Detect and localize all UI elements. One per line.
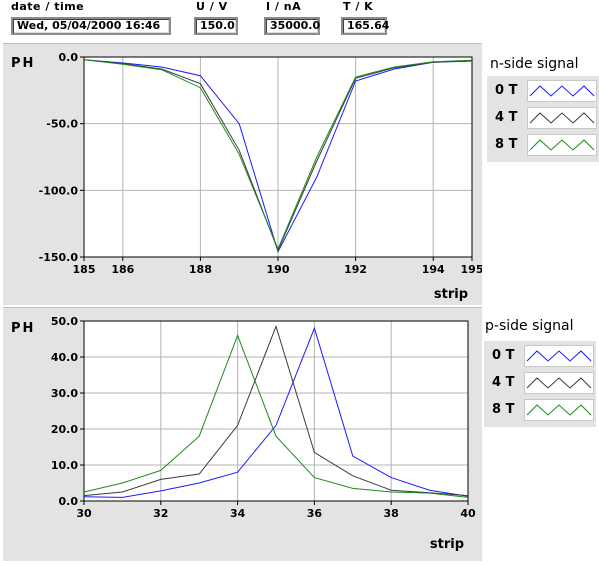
- y-tick-label: 0.0: [59, 51, 79, 64]
- x-axis-title: strip: [434, 287, 468, 302]
- voltage-label: U / V: [196, 0, 228, 13]
- datetime-field[interactable]: Wed, 05/04/2000 16:46: [11, 17, 171, 35]
- current-field[interactable]: 35000.0: [264, 17, 320, 35]
- x-tick-label: 38: [384, 507, 399, 520]
- legend-item-8t: 8 T: [484, 397, 596, 423]
- y-axis-title: PH: [11, 56, 35, 71]
- p-side-plot-panel: 0.0 10.0 20.0 30.0 40.0 50.0 30 32 34 36 38 40 PH str…: [3, 307, 482, 561]
- plot-area: [84, 321, 468, 501]
- legend-swatch-4t: [524, 372, 594, 394]
- p-side-chart: 0.0 10.0 20.0 30.0 40.0 50.0 30 32 34 36 38 40 PH str…: [11, 315, 476, 552]
- x-tick-label: 192: [344, 263, 367, 276]
- x-tick-label: 190: [267, 263, 290, 276]
- x-tick-label: 36: [307, 507, 323, 520]
- y-tick-label: 40.0: [51, 351, 78, 364]
- legend-swatch-4t: [527, 107, 597, 129]
- legend-label: 8 T: [495, 137, 518, 152]
- datetime-label: date / time: [11, 0, 85, 13]
- x-tick-label: 40: [460, 507, 476, 520]
- legend-item-8t: 8 T: [487, 132, 599, 158]
- series-line-8t: [83, 59, 473, 251]
- series-line-8t: [83, 333, 469, 498]
- n-side-plot-panel: 0.0 -50.0 -100.0 -150.0 185 186 188 190 192 194 19…: [3, 43, 483, 305]
- axes-frame: [83, 320, 469, 502]
- x-axis-title: strip: [430, 537, 464, 552]
- p-side-legend-title: p-side signal: [485, 318, 574, 334]
- legend-swatch-0t: [524, 345, 594, 367]
- y-tick-label: 20.0: [51, 423, 78, 436]
- legend-item-4t: 4 T: [484, 370, 596, 396]
- temperature-field[interactable]: 165.64: [341, 17, 389, 35]
- x-tick-label: 32: [153, 507, 168, 520]
- legend-item-4t: 4 T: [487, 105, 599, 131]
- series-line-4t: [83, 59, 473, 252]
- x-tick-label: 188: [189, 263, 212, 276]
- x-tick-label: 194: [422, 263, 445, 276]
- p-side-legend: 0 T 4 T 8 T: [484, 341, 596, 427]
- y-tick-label: 30.0: [51, 387, 78, 400]
- x-tick-label: 186: [111, 263, 134, 276]
- y-tick-label: -150.0: [39, 251, 79, 264]
- temperature-label: T / K: [343, 0, 374, 13]
- x-tick-label: 30: [76, 507, 92, 520]
- y-tick-label: 10.0: [51, 459, 78, 472]
- series-line-4t: [83, 324, 469, 497]
- y-tick-label: -100.0: [39, 184, 79, 197]
- legend-label: 4 T: [492, 375, 515, 390]
- y-axis-title: PH: [11, 321, 35, 336]
- legend-label: 4 T: [495, 110, 518, 125]
- y-tick-label: 50.0: [51, 315, 78, 328]
- legend-item-0t: 0 T: [484, 343, 596, 369]
- n-side-legend-title: n-side signal: [490, 56, 579, 72]
- series-line-0t: [83, 59, 473, 254]
- y-tick-label: -50.0: [46, 118, 78, 131]
- n-side-legend: 0 T 4 T 8 T: [487, 76, 599, 162]
- y-tick-label: 0.0: [59, 495, 79, 508]
- series-line-0t: [83, 326, 469, 498]
- legend-label: 0 T: [495, 83, 518, 98]
- x-tick-label: 195: [461, 263, 482, 276]
- legend-swatch-8t: [524, 399, 594, 421]
- legend-swatch-8t: [527, 134, 597, 156]
- legend-label: 0 T: [492, 348, 515, 363]
- x-tick-label: 185: [73, 263, 96, 276]
- voltage-field[interactable]: 150.0: [194, 17, 238, 35]
- current-label: I / nA: [266, 0, 302, 13]
- legend-item-0t: 0 T: [487, 78, 599, 104]
- legend-label: 8 T: [492, 402, 515, 417]
- legend-swatch-0t: [527, 80, 597, 102]
- x-tick-label: 34: [230, 507, 246, 520]
